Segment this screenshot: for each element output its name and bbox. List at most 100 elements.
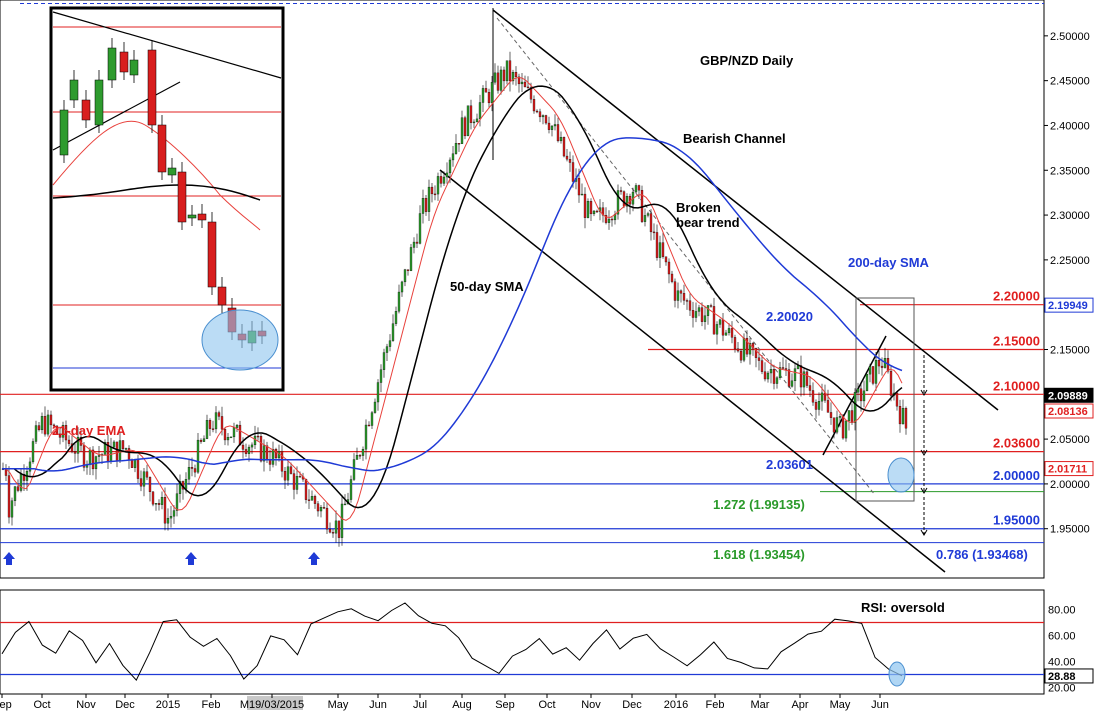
candle	[865, 373, 869, 392]
candle	[538, 111, 542, 118]
candle	[313, 496, 317, 504]
y-tick-label: 2.15000	[1050, 344, 1090, 356]
candle	[304, 479, 308, 500]
candle	[712, 306, 716, 335]
candle	[16, 486, 20, 491]
candle	[808, 385, 812, 391]
candle	[88, 449, 92, 465]
candle	[832, 417, 836, 433]
candle	[736, 348, 740, 352]
candle	[706, 305, 710, 316]
candle	[529, 87, 533, 100]
candle	[205, 420, 209, 439]
candle	[826, 400, 830, 413]
candle	[610, 218, 614, 221]
candle	[295, 476, 299, 490]
candle	[400, 281, 404, 293]
candle	[340, 503, 344, 538]
y-tick-label: 2.30000	[1050, 210, 1090, 222]
level-label: 1.95000	[993, 513, 1040, 528]
candle	[151, 491, 155, 505]
inset-candle	[177, 171, 187, 223]
swing-low-arrow	[3, 552, 15, 565]
candle	[727, 328, 731, 334]
candle	[448, 159, 452, 174]
candle	[28, 461, 32, 472]
inset-candle	[217, 286, 227, 306]
candle	[46, 414, 50, 435]
candle	[721, 319, 725, 336]
candle	[367, 424, 371, 427]
candle	[187, 467, 191, 480]
candle	[517, 76, 521, 85]
x-tick-label: Dec	[115, 699, 135, 711]
candle	[322, 507, 326, 509]
candle	[373, 401, 377, 413]
candle	[289, 466, 293, 474]
candle	[718, 319, 722, 325]
measure-arrow-head	[920, 449, 928, 456]
candle	[646, 213, 650, 216]
inset-candle	[167, 167, 177, 176]
candle	[724, 332, 728, 336]
candle	[265, 445, 269, 460]
x-tick-label: Jul	[413, 699, 427, 711]
price-tag-box	[1044, 403, 1094, 419]
candle	[781, 367, 785, 369]
candle	[211, 428, 215, 430]
candle	[469, 105, 473, 123]
candle	[481, 88, 485, 103]
inset-ema21	[52, 120, 261, 231]
candle	[415, 241, 419, 244]
candle	[592, 210, 596, 215]
inset-candle	[94, 79, 104, 126]
candle	[619, 190, 623, 192]
x-tick-label: Sep	[0, 699, 12, 711]
rsi-tick-label: 40.00	[1048, 657, 1076, 669]
candle	[361, 449, 365, 456]
candle	[55, 425, 59, 435]
price-highlight-circle	[887, 457, 915, 493]
x-tick-label: Feb	[202, 699, 221, 711]
candle	[847, 410, 851, 422]
candle	[664, 256, 668, 263]
candle	[442, 176, 446, 184]
candle	[178, 481, 182, 494]
candle	[733, 337, 737, 349]
y-tick-label: 2.40000	[1050, 120, 1090, 132]
candle	[148, 477, 152, 493]
candle	[484, 88, 488, 93]
candle	[52, 424, 56, 427]
candle	[655, 232, 659, 258]
candle	[820, 392, 824, 402]
inset-candle	[129, 59, 139, 76]
candle	[757, 357, 761, 361]
x-tick-label: Nov	[581, 699, 601, 711]
candle	[238, 424, 242, 446]
candle	[424, 198, 428, 212]
x-tick-label: 2016	[664, 699, 688, 711]
candle	[682, 293, 686, 301]
inset-candle	[107, 47, 117, 81]
candle	[652, 231, 656, 234]
candle	[637, 185, 641, 191]
candle	[286, 466, 290, 481]
candle	[175, 493, 179, 511]
candle	[583, 193, 587, 218]
candle	[271, 449, 275, 465]
candle	[358, 455, 362, 457]
candle	[145, 471, 149, 478]
candle	[709, 305, 713, 307]
candle	[814, 402, 818, 410]
candle	[817, 401, 821, 410]
candle	[901, 407, 905, 425]
x-tick-label: Aug	[452, 699, 472, 711]
candle	[379, 369, 383, 383]
x-label-highlight	[247, 696, 303, 710]
y-tick-label: 2.35000	[1050, 165, 1090, 177]
inset-candle	[59, 109, 69, 156]
candle	[784, 368, 788, 370]
candle	[463, 117, 467, 137]
candle	[439, 176, 443, 184]
price-tag-label: 2.09889	[1048, 390, 1088, 402]
